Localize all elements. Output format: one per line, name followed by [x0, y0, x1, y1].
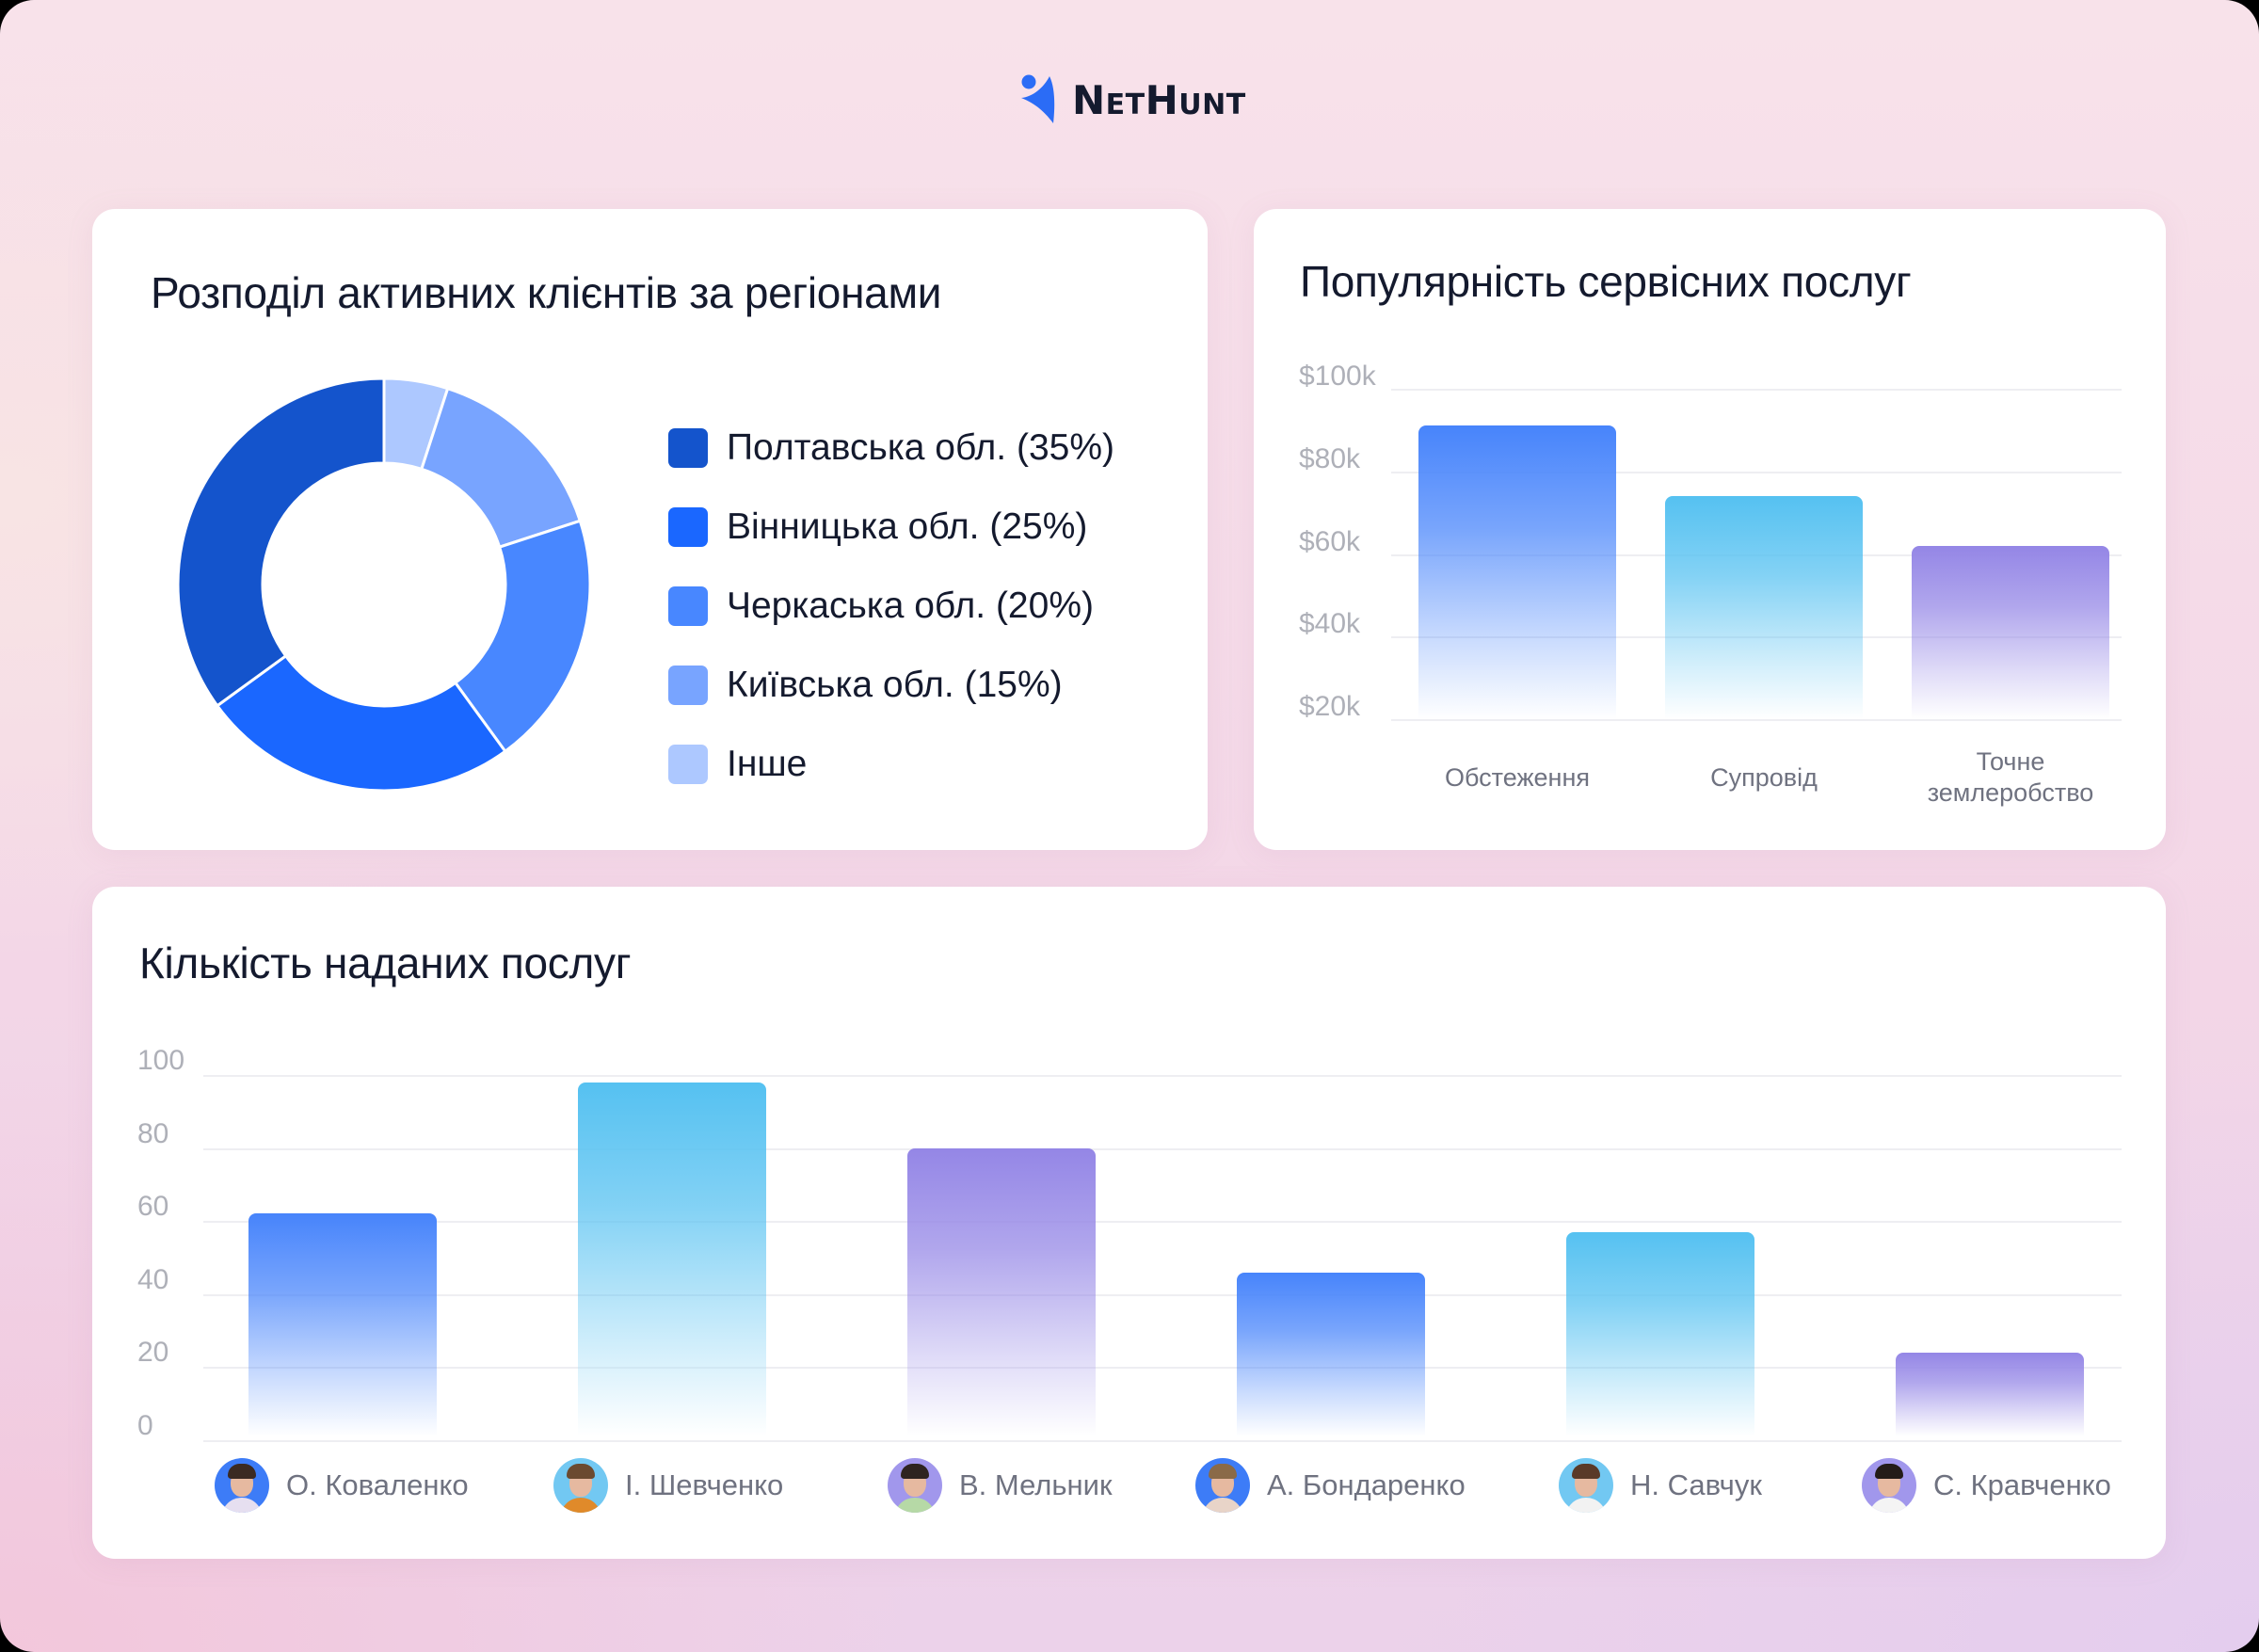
y-axis-tick-label: 20 — [137, 1337, 169, 1369]
legend-item-poltava[interactable]: Полтавська обл. (35%) — [668, 409, 1114, 488]
card-title: Розподіл активних клієнтів за регіонами — [151, 268, 942, 317]
bar-5[interactable] — [1566, 1231, 1754, 1436]
avatar — [1195, 1458, 1250, 1513]
gridline — [203, 1075, 2122, 1077]
slice-poltava[interactable] — [176, 377, 386, 708]
gridline — [1391, 389, 2122, 391]
legend-item-vinnytsia[interactable]: Вінницька обл. (25%) — [668, 488, 1114, 567]
legend-swatch — [668, 666, 708, 705]
bar-4[interactable] — [1237, 1272, 1425, 1436]
nethunt-logo[interactable]: NETHUNT — [1019, 73, 1246, 126]
person-label[interactable]: Н. Савчук — [1559, 1457, 1762, 1514]
y-axis-tick-label: $60k — [1299, 525, 1361, 557]
avatar — [553, 1458, 608, 1513]
donut-chart — [176, 377, 592, 793]
x-axis-category-label: Супровід — [1710, 763, 1818, 792]
person-name: С. Кравченко — [1933, 1468, 2111, 1501]
person-name: І. Шевченко — [625, 1468, 784, 1501]
avatar — [1559, 1458, 1613, 1513]
category-label-line: землеробство — [1927, 778, 2094, 807]
x-axis-category-label: Обстеження — [1445, 763, 1590, 792]
services-count-card: Кількість наданих послуг 100 80 60 40 20 0 О. … — [92, 887, 2166, 1559]
person-name: О. Коваленко — [286, 1468, 469, 1501]
y-axis-tick-label: $40k — [1299, 608, 1361, 640]
legend-label: Полтавська обл. (35%) — [727, 427, 1115, 468]
y-axis-tick-label: 0 — [137, 1410, 153, 1441]
person-label[interactable]: О. Коваленко — [215, 1457, 469, 1514]
legend-label: Вінницька обл. (25%) — [727, 506, 1088, 547]
service-popularity-card: Популярність сервісних послуг $100k $80k $… — [1254, 209, 2166, 850]
gridline — [203, 1440, 2122, 1442]
legend-item-kyiv[interactable]: Київська обл. (15%) — [668, 646, 1114, 725]
legend-item-cherkasy[interactable]: Черкаська обл. (20%) — [668, 567, 1114, 646]
nethunt-mark-icon — [1021, 74, 1055, 123]
legend-swatch — [668, 586, 708, 626]
slice-cherkasy[interactable] — [453, 519, 592, 754]
legend-item-other[interactable]: Інше — [668, 725, 1114, 804]
slice-vinnytsia[interactable] — [215, 653, 507, 793]
gridline — [203, 1293, 2122, 1296]
clients-by-region-card: Розподіл активних клієнтів за регіонами … — [92, 209, 1208, 850]
gridline — [203, 1221, 2122, 1224]
bar-6[interactable] — [1896, 1352, 2084, 1436]
card-title: Популярність сервісних послуг — [1300, 257, 1912, 306]
legend-swatch — [668, 507, 708, 547]
legend-label: Київська обл. (15%) — [727, 665, 1063, 705]
bar-2[interactable] — [578, 1082, 766, 1436]
person-label[interactable]: В. Мельник — [888, 1457, 1113, 1514]
x-axis-category-label: Точне землеробство — [1874, 746, 2147, 809]
legend-label: Інше — [727, 744, 808, 784]
avatar — [215, 1458, 269, 1513]
person-name: Н. Савчук — [1630, 1468, 1762, 1501]
gridline — [1391, 471, 2122, 473]
y-axis-tick-label: 40 — [137, 1263, 169, 1295]
y-axis-tick-label: 80 — [137, 1117, 169, 1149]
legend-label: Черкаська обл. (20%) — [727, 585, 1094, 626]
brand-wordmark: NETHUNT — [1072, 76, 1246, 123]
avatar — [1862, 1458, 1916, 1513]
gridline — [203, 1147, 2122, 1150]
y-axis-tick-label: $80k — [1299, 442, 1361, 474]
y-axis-tick-label: $100k — [1299, 361, 1376, 392]
avatar — [888, 1458, 942, 1513]
gridline — [1391, 719, 2122, 721]
category-label-line: Точне — [1976, 747, 2045, 776]
legend-swatch — [668, 745, 708, 784]
bar-2[interactable] — [1665, 496, 1863, 719]
y-axis-tick-label: $20k — [1299, 691, 1361, 722]
legend-swatch — [668, 428, 708, 468]
person-label[interactable]: А. Бондаренко — [1195, 1457, 1466, 1514]
gridline — [203, 1367, 2122, 1370]
bar-1[interactable] — [1418, 425, 1616, 719]
person-name: А. Бондаренко — [1267, 1468, 1466, 1501]
bar-3[interactable] — [1912, 545, 2109, 719]
person-label[interactable]: І. Шевченко — [553, 1457, 783, 1514]
slice-kyiv[interactable] — [419, 386, 583, 550]
chart-legend: Полтавська обл. (35%) Вінницька обл. (25… — [668, 409, 1114, 804]
person-name: В. Мельник — [959, 1468, 1113, 1501]
card-title: Кількість наданих послуг — [139, 938, 632, 987]
person-label[interactable]: С. Кравченко — [1862, 1457, 2111, 1514]
bar-3[interactable] — [907, 1147, 1096, 1436]
y-axis-tick-label: 100 — [137, 1045, 185, 1076]
bar-1[interactable] — [248, 1213, 437, 1436]
y-axis-tick-label: 60 — [137, 1191, 169, 1223]
